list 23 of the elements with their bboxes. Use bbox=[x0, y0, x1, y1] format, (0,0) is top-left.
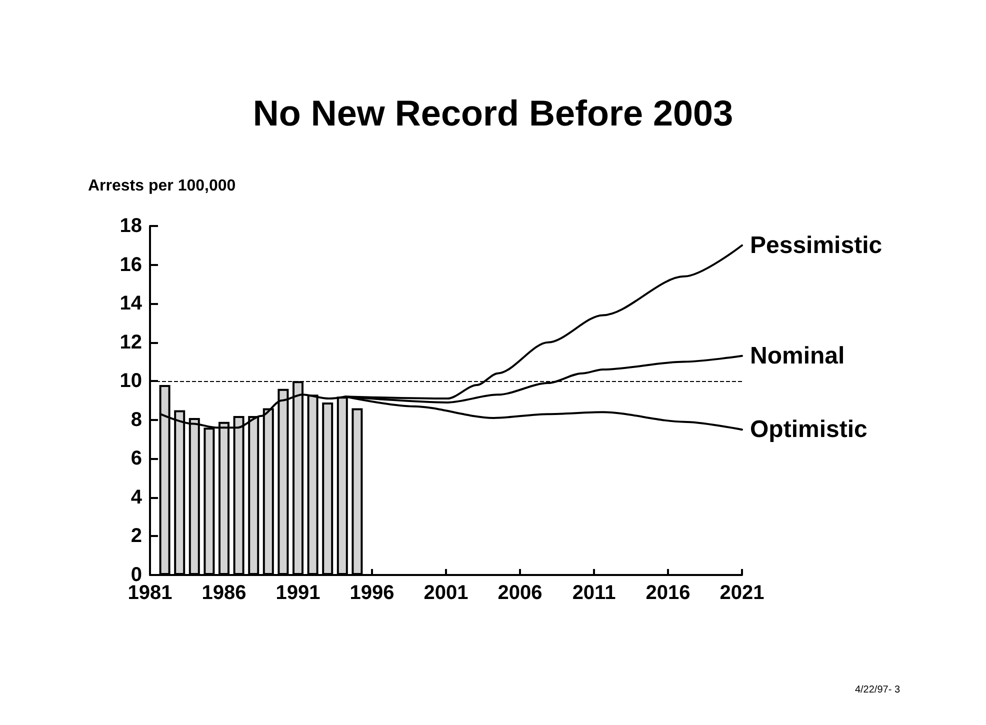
y-tick-label: 12 bbox=[120, 331, 142, 354]
y-tick-label: 6 bbox=[130, 448, 142, 470]
y-tick-label: 14 bbox=[120, 292, 143, 315]
y-axis-title: Arrests per 100,000 bbox=[88, 178, 236, 194]
x-tick-label: 2001 bbox=[424, 582, 468, 604]
x-tick-label: 2021 bbox=[720, 582, 764, 604]
y-tick-label: 10 bbox=[120, 370, 142, 392]
x-tick-label: 2011 bbox=[572, 582, 616, 604]
y-tick-label: 16 bbox=[120, 254, 142, 276]
y-tick-label: 4 bbox=[130, 486, 143, 508]
y-tick-label: 8 bbox=[130, 408, 142, 431]
text: 4/22/97- 3 bbox=[854, 684, 900, 696]
x-tick-label: 2016 bbox=[646, 582, 690, 604]
series-label: Optimistic bbox=[750, 416, 868, 444]
y-tick-label: 18 bbox=[120, 215, 142, 237]
y-tick-label: 2 bbox=[130, 525, 142, 548]
series-label: Pessimistic bbox=[750, 232, 882, 259]
series-label: Nominal bbox=[750, 342, 845, 370]
x-tick-label: 1986 bbox=[202, 582, 246, 604]
chart-title: No New Record Before 2003 bbox=[252, 92, 734, 134]
x-tick-label: 2006 bbox=[498, 582, 542, 604]
x-tick-label: 1991 bbox=[276, 582, 320, 604]
x-tick-label: 1996 bbox=[350, 582, 394, 604]
